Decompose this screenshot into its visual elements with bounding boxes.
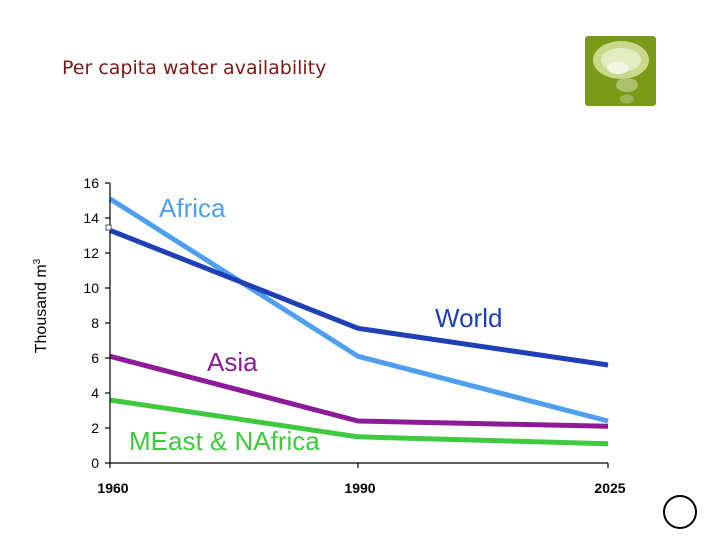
x-tick-label: 1960	[97, 480, 128, 496]
axis-marker-square	[105, 224, 112, 231]
y-tick-label: 14	[83, 210, 99, 226]
y-ticks: 0 2 4 6 8 10 12 14 16	[83, 175, 110, 471]
y-tick-label: 16	[83, 175, 99, 191]
y-tick-label: 4	[91, 385, 99, 401]
y-tick-label: 8	[91, 315, 99, 331]
x-ticks: 1960 1990 2025	[97, 463, 626, 496]
x-tick-label: 2025	[594, 480, 625, 496]
label-asia: Asia	[207, 347, 258, 377]
y-tick-label: 6	[91, 350, 99, 366]
series-line-africa	[108, 196, 609, 424]
series-line-asia	[109, 353, 609, 429]
slide-title: Per capita water availability	[62, 57, 327, 79]
x-tick-label: 1990	[344, 480, 375, 496]
y-tick-label: 12	[83, 245, 99, 261]
label-world: World	[435, 303, 502, 333]
series-line-meast-nafrica	[109, 397, 609, 447]
y-tick-label: 0	[91, 455, 99, 471]
y-axis-label-superscript: 3	[32, 258, 43, 264]
series-layer	[108, 196, 609, 447]
label-africa: Africa	[159, 193, 226, 223]
label-meast-nafrica: MEast & NAfrica	[129, 426, 320, 456]
speech-bubble-logo-icon	[585, 36, 656, 106]
y-tick-label: 10	[83, 280, 99, 296]
y-axis-label: Thousand m3	[32, 258, 50, 353]
series-line-world	[109, 227, 609, 368]
y-tick-label: 2	[91, 420, 99, 436]
circle-icon	[663, 495, 697, 529]
